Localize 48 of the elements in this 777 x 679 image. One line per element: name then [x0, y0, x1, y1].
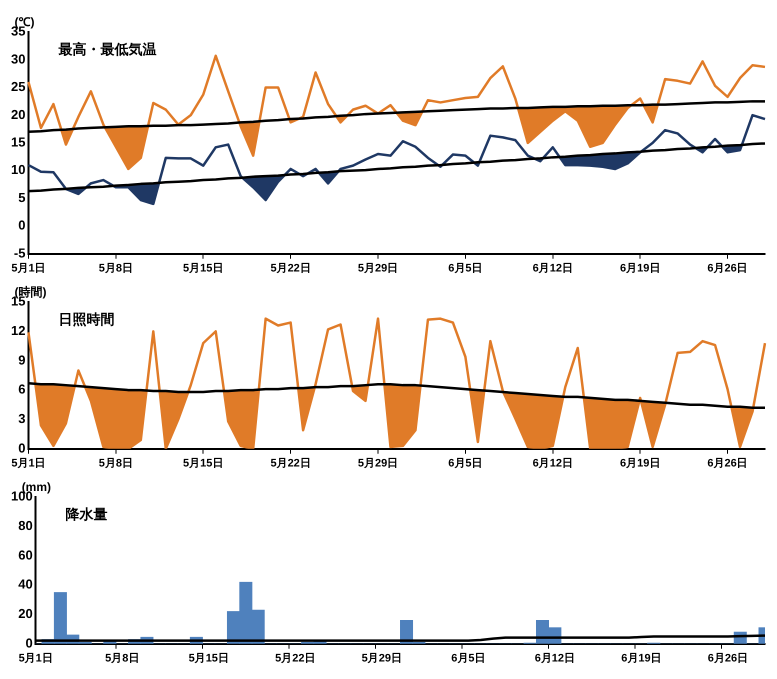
x-tick-label: 6月26日: [707, 457, 748, 470]
x-tick-label: 6月19日: [620, 262, 660, 274]
y-tick-label: 25: [10, 79, 26, 94]
x-tick-label: 6月19日: [621, 652, 662, 664]
x-tick-label: 5月8日: [98, 262, 133, 274]
x-tick-label: 5月15日: [183, 262, 224, 274]
x-tick-label: 5月29日: [358, 457, 398, 470]
x-tick-label: 5月15日: [188, 652, 229, 664]
x-tick-label: 5月1日: [18, 652, 53, 664]
x-tick-label: 5月8日: [98, 457, 133, 470]
x-tick-label: 6月12日: [532, 457, 573, 470]
text: 降水量: [66, 507, 108, 523]
y-tick-label: 0: [25, 635, 33, 650]
x-tick-label: 6月5日: [448, 457, 483, 470]
y-tick-label: 0: [18, 440, 26, 456]
y-tick-label: 3: [18, 411, 26, 426]
x-tick-label: 5月22日: [275, 652, 316, 664]
y-tick-label: 9: [18, 352, 26, 368]
x-tick-label: 6月12日: [534, 652, 576, 664]
y-tick-label: 80: [18, 518, 33, 533]
x-tick-label: 5月1日: [11, 262, 46, 274]
y-tick-label: 0: [18, 218, 26, 233]
y-tick-label: 15: [10, 134, 26, 150]
x-tick-label: 5月15日: [183, 457, 224, 470]
x-tick-label: 5月22日: [270, 262, 311, 274]
x-tick-label: 6月26日: [708, 652, 748, 664]
x-tick-label: 6月5日: [451, 652, 486, 664]
y-tick-label: 5: [18, 190, 26, 205]
x-tick-label: 5月29日: [362, 652, 402, 664]
x-tick-label: 6月19日: [620, 457, 660, 470]
x-tick-label: 5月1日: [11, 457, 46, 470]
y-tick-label: -5: [14, 245, 26, 260]
y-tick-label: 30: [10, 51, 26, 66]
x-tick-label: 6月12日: [532, 262, 573, 274]
y-tick-label: 6: [18, 382, 26, 397]
x-tick-label: 5月29日: [358, 262, 398, 274]
y-tick-label: 60: [18, 547, 33, 562]
y-tick-label: 10: [10, 162, 26, 178]
x-tick-label: 5月22日: [270, 457, 311, 470]
x-tick-label: 6月26日: [707, 262, 748, 274]
y-tick-label: 12: [10, 322, 26, 338]
x-tick-label: 6月5日: [448, 262, 483, 274]
y-tick-label: 20: [10, 106, 26, 122]
text: 日照時間: [58, 312, 114, 328]
text: 最高・最低気温: [57, 41, 156, 58]
y-tick-label: 40: [18, 576, 33, 592]
y-tick-label: 20: [18, 606, 33, 622]
x-tick-label: 5月8日: [105, 652, 140, 664]
